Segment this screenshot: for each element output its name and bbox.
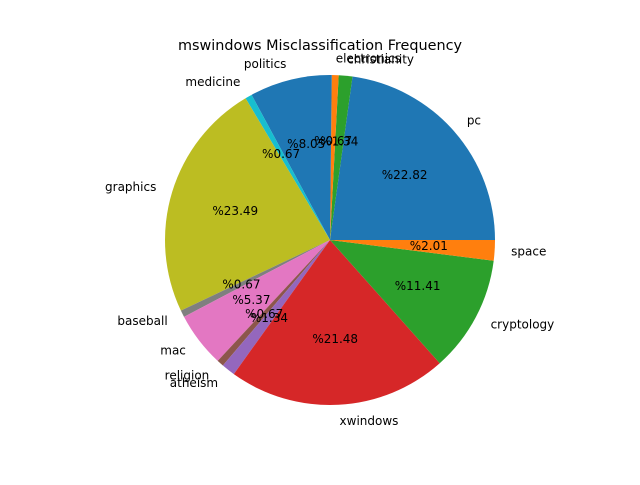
slice-religion <box>217 240 330 366</box>
slice-mac <box>184 240 330 361</box>
slice-pc <box>330 76 495 240</box>
slice-label-christianity: christianity <box>347 52 414 66</box>
pct-label-xwindows: %21.48 <box>312 332 358 346</box>
slice-cryptology <box>330 240 494 364</box>
pct-label-graphics: %23.49 <box>212 204 258 218</box>
pct-label-christianity: %1.34 <box>320 134 358 148</box>
slice-label-religion: religion <box>165 369 210 383</box>
pct-label-atheism: %1.34 <box>250 311 288 325</box>
pct-label-politics: %8.05 <box>287 137 325 151</box>
slice-label-space: space <box>511 244 546 258</box>
slice-politics <box>251 75 332 240</box>
slice-label-cryptology: cryptology <box>491 318 555 332</box>
pct-label-mac: %5.37 <box>232 293 270 307</box>
pct-label-pc: %22.82 <box>382 168 428 182</box>
pct-label-electronics: %0.67 <box>314 134 352 148</box>
pct-label-baseball: %0.67 <box>222 277 260 291</box>
slice-label-electronics: electronics <box>336 52 401 66</box>
slice-xwindows <box>233 240 440 405</box>
slice-baseball <box>180 240 330 317</box>
pct-label-medicine: %0.67 <box>262 147 300 161</box>
pct-label-space: %2.01 <box>410 239 448 253</box>
slice-atheism <box>222 240 330 375</box>
chart-title: mswindows Misclassification Frequency <box>178 38 463 54</box>
slice-electronics <box>330 75 339 240</box>
slice-medicine <box>245 94 330 240</box>
slice-label-mac: mac <box>160 343 186 357</box>
slice-label-atheism: atheism <box>170 376 218 390</box>
percent-labels: %22.82%1.34%0.67%8.05%0.67%23.49%0.67%5.… <box>212 134 447 346</box>
slice-label-baseball: baseball <box>117 314 167 328</box>
slice-label-graphics: graphics <box>105 180 156 194</box>
slice-space <box>330 240 495 261</box>
slice-label-xwindows: xwindows <box>340 414 399 428</box>
slice-label-pc: pc <box>467 114 481 128</box>
slice-christianity <box>330 75 353 240</box>
slice-label-politics: politics <box>244 57 287 71</box>
pct-label-cryptology: %11.41 <box>395 279 441 293</box>
slice-label-medicine: medicine <box>185 75 240 89</box>
slice-graphics <box>165 98 330 311</box>
pct-label-religion: %0.67 <box>245 307 283 321</box>
pie-slices <box>165 75 495 405</box>
